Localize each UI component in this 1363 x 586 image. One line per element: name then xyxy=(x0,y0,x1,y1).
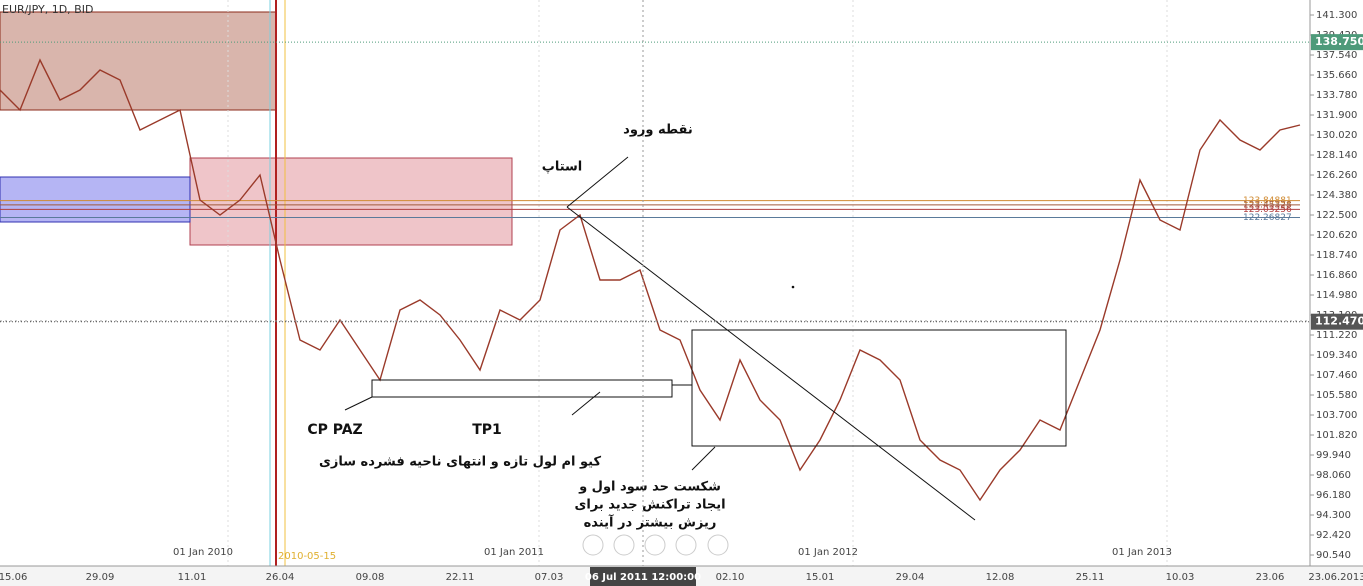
x-tick-label: 22.11 xyxy=(446,572,475,583)
nav-button[interactable] xyxy=(644,534,666,556)
y-tick-label: 109.340 xyxy=(1316,350,1357,361)
level-label: 123.03256 xyxy=(1243,205,1292,215)
nav-button[interactable] xyxy=(675,534,697,556)
year-label: 01 Jan 2010 xyxy=(173,547,233,558)
nav-button[interactable] xyxy=(707,534,729,556)
x-tick-label: 09.08 xyxy=(356,572,385,583)
y-tick-label: 120.620 xyxy=(1316,230,1357,241)
y-tick-label: 111.220 xyxy=(1316,330,1357,341)
y-tick-label: 94.300 xyxy=(1316,510,1351,521)
y-tick-label: 92.420 xyxy=(1316,530,1351,541)
annotation: ایجاد تراکنش جدید برای xyxy=(574,498,725,513)
y-tick-label: 116.860 xyxy=(1316,270,1357,281)
x-tick-label: 15.01 xyxy=(806,572,835,583)
chart-title: EUR/JPY, 1D, BID xyxy=(2,3,93,16)
price-badge xyxy=(1311,313,1363,330)
y-tick-label: 96.180 xyxy=(1316,490,1351,501)
y-tick-label: 131.900 xyxy=(1316,110,1357,121)
level-label: 123.45328 xyxy=(1243,200,1292,210)
pointer xyxy=(571,391,601,416)
x-tick-label: 23.06.2013 xyxy=(1308,572,1363,583)
y-tick-label: 141.300 xyxy=(1316,10,1357,21)
y-tick-label: 101.820 xyxy=(1316,430,1357,441)
y-tick-label: 128.140 xyxy=(1316,150,1357,161)
zone xyxy=(189,157,513,246)
y-tick-label: 122.500 xyxy=(1316,210,1357,221)
nav-button[interactable] xyxy=(582,534,604,556)
y-tick-label: 126.260 xyxy=(1316,170,1357,181)
annotation: نقطه ورود xyxy=(623,123,693,138)
y-tick-label: 107.460 xyxy=(1316,370,1357,381)
crosshair-badge xyxy=(590,567,696,586)
y-tick-label: 135.660 xyxy=(1316,70,1357,81)
nav-button[interactable] xyxy=(613,534,635,556)
annotation: کیو ام لول تازه و انتهای ناحیه فشرده ساز… xyxy=(319,455,602,470)
y-tick-label: 98.060 xyxy=(1316,470,1351,481)
x-tick-label: 12.08 xyxy=(986,572,1015,583)
annotation: TP1 xyxy=(472,422,502,438)
price-badge xyxy=(1311,34,1363,51)
trend-line xyxy=(566,206,976,521)
y-tick-label: 105.580 xyxy=(1316,390,1357,401)
nav-buttons xyxy=(582,534,729,556)
y-tick-label: 124.380 xyxy=(1316,190,1357,201)
x-tick-label: 07.03 xyxy=(535,572,564,583)
x-tick-label: 25.11 xyxy=(1076,572,1105,583)
x-tick-label: 29.04 xyxy=(896,572,925,583)
x-tick-label: 02.10 xyxy=(716,572,745,583)
y-tick-label: 103.700 xyxy=(1316,410,1357,421)
x-tick-label: 11.01 xyxy=(178,572,207,583)
x-tick-label: 23.06 xyxy=(1256,572,1285,583)
year-label: 01 Jan 2011 xyxy=(484,547,544,558)
y-tick-label: 118.740 xyxy=(1316,250,1357,261)
y-tick-label: 90.540 xyxy=(1316,550,1351,561)
y-tick-label: 99.940 xyxy=(1316,450,1351,461)
zone xyxy=(0,11,277,111)
level-label: 123.84881 xyxy=(1243,196,1292,206)
annotation: ریزش بیشتر در آینده xyxy=(584,514,717,531)
x-tick-label: 29.09 xyxy=(86,572,115,583)
price-line xyxy=(0,58,1301,502)
annotation: CP PAZ xyxy=(307,422,362,438)
level-label: 122.26827 xyxy=(1243,213,1292,223)
crosshair-label: 06 Jul 2011 12:00:00 xyxy=(585,572,701,583)
x-tick-label: 26.04 xyxy=(266,572,295,583)
box xyxy=(371,379,673,398)
year-label: 01 Jan 2012 xyxy=(798,547,858,558)
y-tick-label: 137.540 xyxy=(1316,50,1357,61)
y-tick-label: 130.020 xyxy=(1316,130,1357,141)
entry-line xyxy=(566,156,629,208)
annotation: شکست حد سود اول و xyxy=(578,480,721,495)
price-badge-label: 138.750 xyxy=(1315,35,1363,48)
y-tick-label: 114.980 xyxy=(1316,290,1357,301)
annotation: استاپ xyxy=(542,160,583,175)
zone xyxy=(0,176,191,223)
marker-label: 2010-05-15 xyxy=(278,551,336,562)
y-axis xyxy=(1310,0,1363,566)
price-badge-label: 112.470 xyxy=(1315,315,1363,328)
pointer xyxy=(344,396,373,411)
plot-area xyxy=(0,0,1310,566)
year-label: 01 Jan 2013 xyxy=(1112,547,1172,558)
x-tick-label: 10.03 xyxy=(1166,572,1195,583)
x-tick-label: 15.06 xyxy=(0,572,27,583)
y-tick-label: 133.780 xyxy=(1316,90,1357,101)
pointer xyxy=(691,446,716,471)
dot xyxy=(791,285,795,289)
